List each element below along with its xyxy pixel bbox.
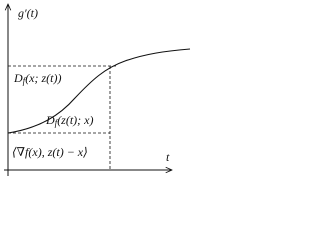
label: ⟨∇f(x), z(t) − x⟩	[12, 145, 88, 159]
curve	[7, 48, 191, 134]
label-main: D	[13, 71, 23, 85]
page: g′(t) t Df(x; z(t)) Df(z(t); x) ⟨∇f(x), …	[4, 0, 191, 176]
label-sub: f	[23, 76, 27, 86]
label: Df(x; z(t))	[13, 71, 62, 86]
label-args: (x; z(t))	[25, 71, 61, 85]
label-sub: f	[55, 118, 59, 128]
label: Df(z(t); x)	[45, 113, 94, 128]
label-args: (z(t); x)	[57, 113, 93, 127]
label-main: D	[45, 113, 55, 127]
x-axis-label: t	[166, 150, 170, 164]
diagram: g′(t) t Df(x; z(t)) Df(z(t); x) ⟨∇f(x), …	[4, 0, 191, 176]
y-axis-label: g′(t)	[18, 6, 38, 20]
